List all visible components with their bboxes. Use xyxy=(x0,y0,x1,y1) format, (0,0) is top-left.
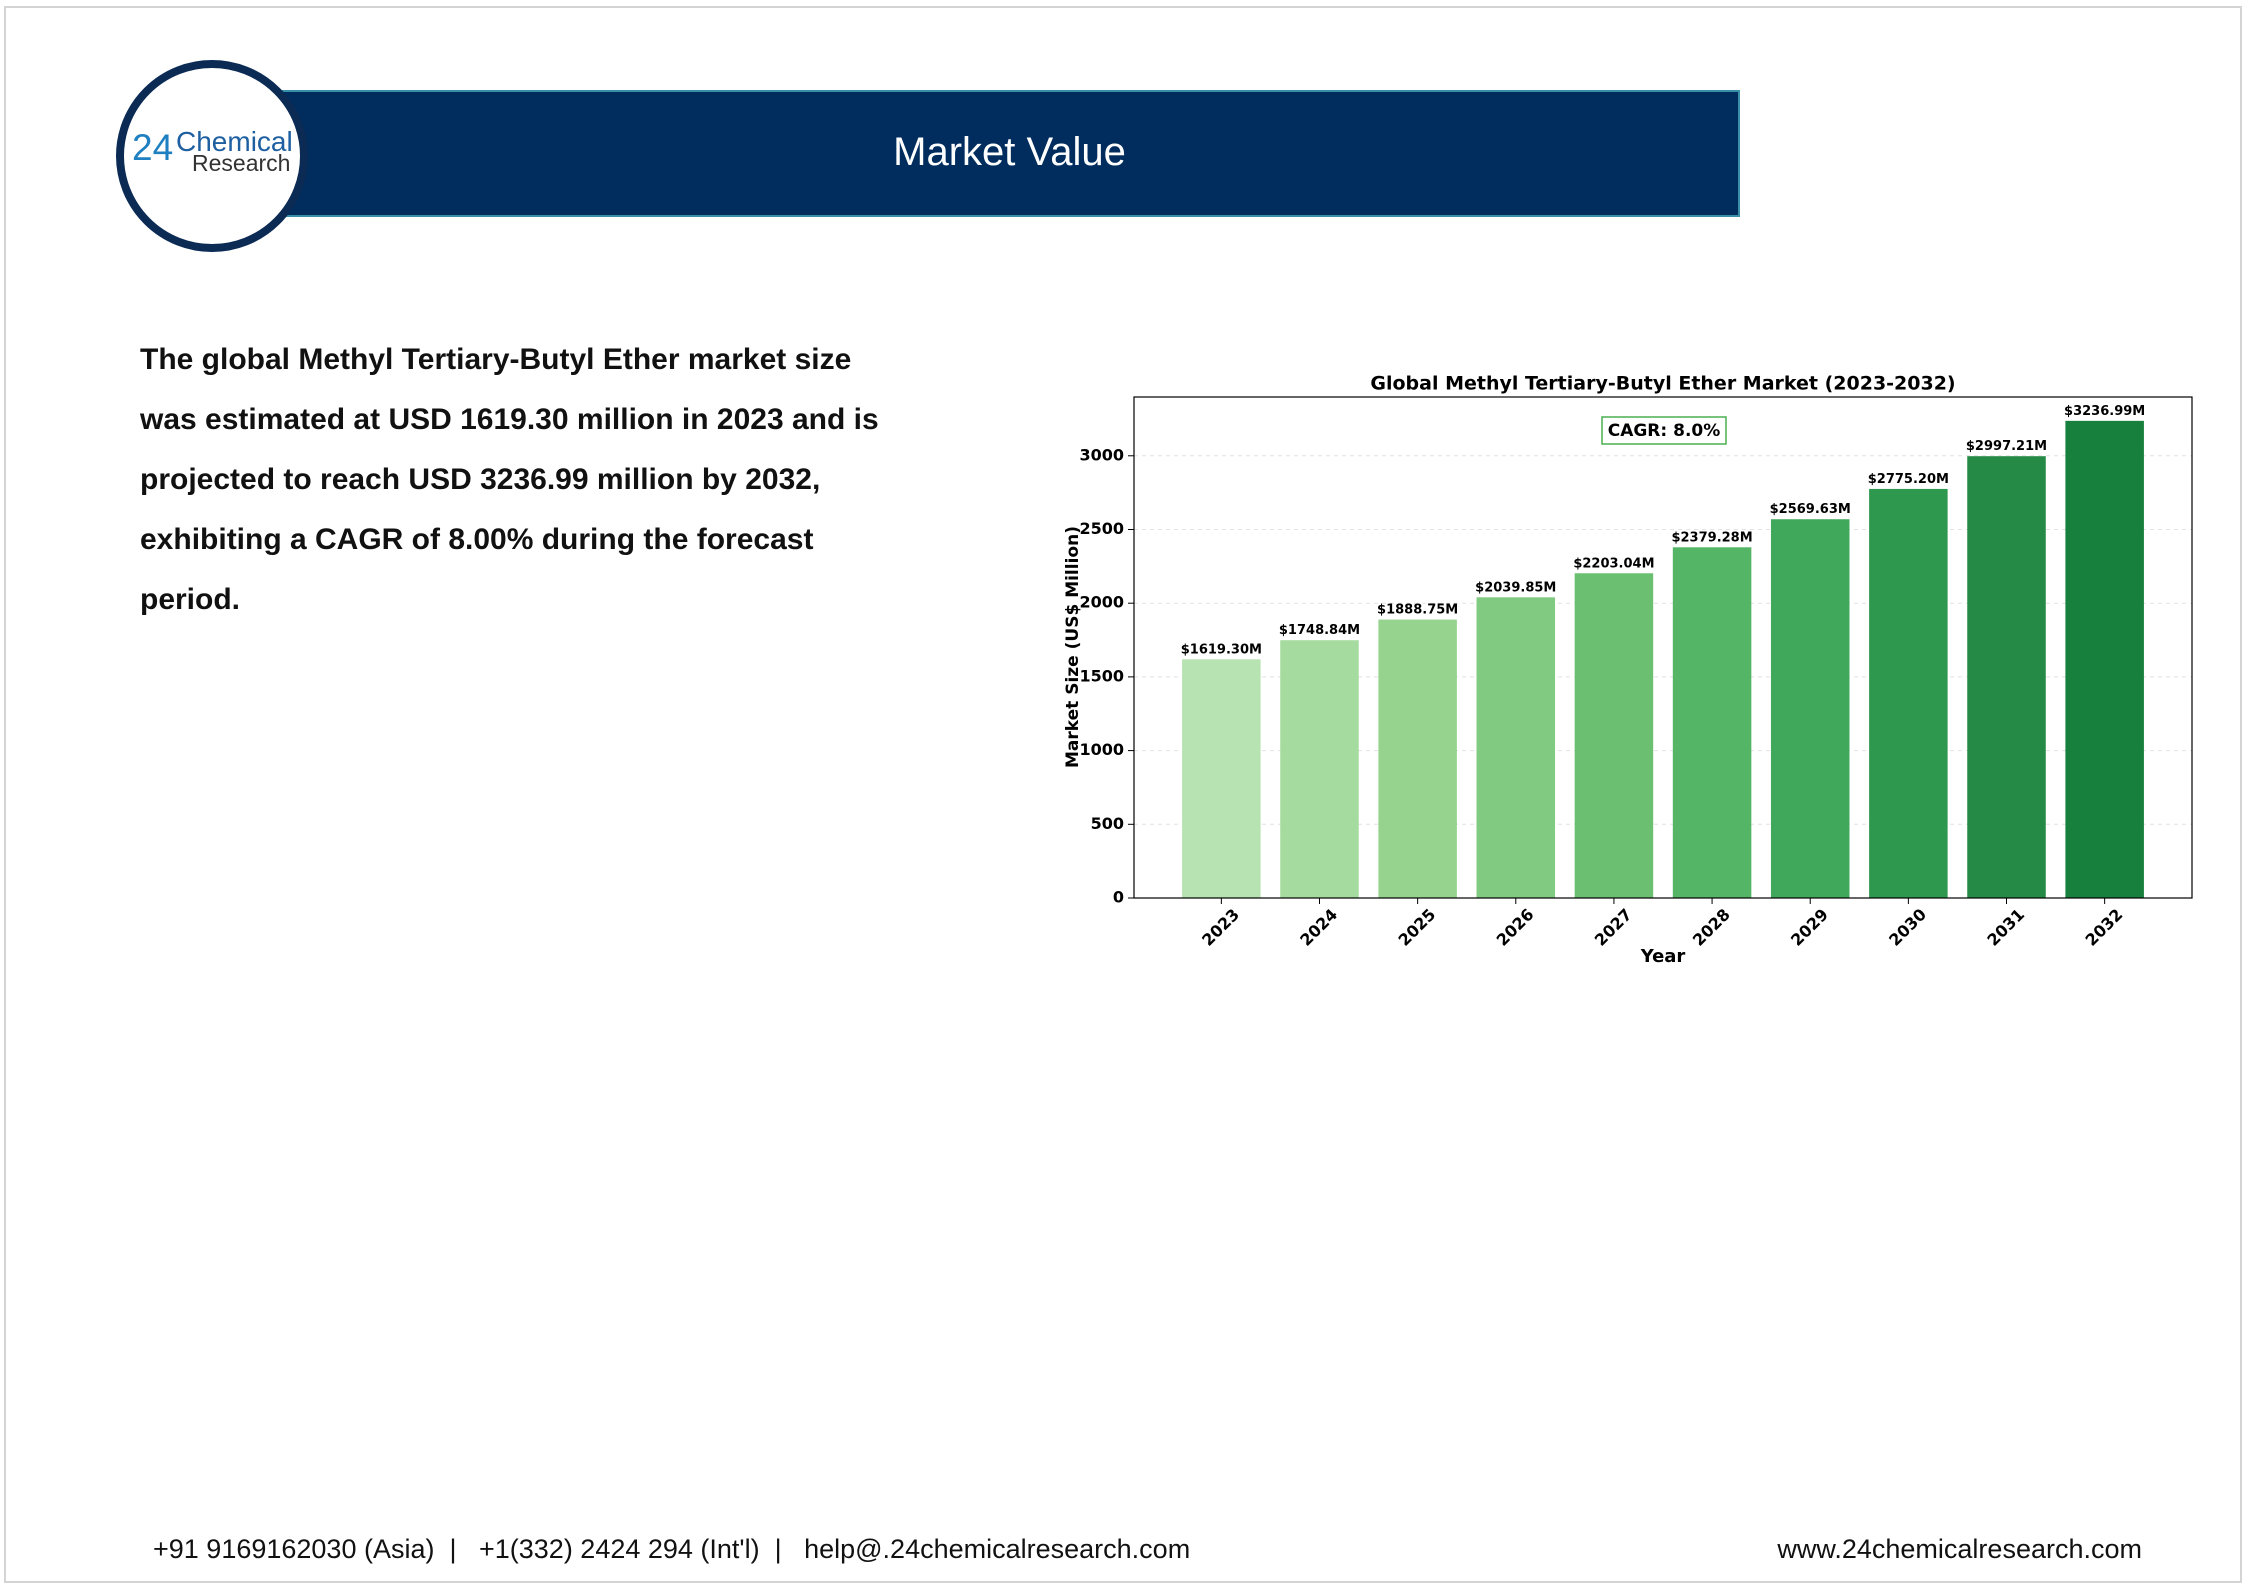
annotation: CAGR: 8.0% xyxy=(1608,421,1721,441)
x-tick-label: 2028 xyxy=(1689,905,1734,950)
y-tick-label: 0 xyxy=(1113,888,1124,907)
value-label: $1619.30M xyxy=(1181,642,1262,657)
header-title: Market Value xyxy=(893,130,1126,174)
value-label: $1888.75M xyxy=(1377,603,1458,618)
x-tick-label: 2026 xyxy=(1493,905,1538,950)
x-axis-label: Year xyxy=(1640,946,1686,967)
header-banner xyxy=(279,90,1740,217)
chart-title: Global Methyl Tertiary-Butyl Ether Marke… xyxy=(1370,373,1955,395)
x-tick-label: 2032 xyxy=(2081,905,2126,950)
page-frame xyxy=(4,6,2242,1583)
y-tick-label: 3000 xyxy=(1079,445,1124,464)
bar xyxy=(1672,547,1752,898)
value-label: $2379.28M xyxy=(1671,530,1752,545)
y-axis-label: Market Size (US$ Million) xyxy=(1063,526,1083,768)
value-label: $3236.99M xyxy=(2064,404,2145,419)
logo-sub: Research xyxy=(192,150,291,176)
y-tick-label: 2000 xyxy=(1079,593,1124,612)
logo-number: 24 xyxy=(132,127,174,168)
x-tick-label: 2029 xyxy=(1787,905,1832,950)
bar xyxy=(2065,420,2144,898)
y-tick-label: 1500 xyxy=(1079,666,1124,685)
bar xyxy=(1574,573,1654,898)
x-tick-label: 2027 xyxy=(1591,905,1636,950)
x-tick-label: 2031 xyxy=(1983,905,2028,950)
value-label: $2775.20M xyxy=(1868,472,1949,487)
y-tick-label: 1000 xyxy=(1079,740,1124,759)
plot-frame xyxy=(1133,396,2193,899)
value-label: $2203.04M xyxy=(1573,556,1654,571)
bar xyxy=(1476,597,1556,898)
bar xyxy=(1182,659,1261,898)
y-tick-label: 2500 xyxy=(1079,519,1124,538)
x-tick-label: 2030 xyxy=(1885,905,1930,950)
bar xyxy=(1378,619,1457,898)
y-tick-label: 500 xyxy=(1091,814,1124,833)
logo xyxy=(116,60,308,252)
bar xyxy=(1967,456,2046,898)
x-tick-label: 2023 xyxy=(1198,905,1243,950)
value-label: $1748.84M xyxy=(1279,623,1360,638)
bar xyxy=(1869,488,1948,898)
value-label: $2569.63M xyxy=(1770,502,1851,517)
value-label: $2039.85M xyxy=(1475,580,1556,595)
value-label: $2997.21M xyxy=(1966,439,2047,454)
summary-paragraph: The global Methyl Tertiary-Butyl Ether m… xyxy=(140,343,879,616)
x-tick-label: 2025 xyxy=(1394,905,1439,950)
footer-contact: +91 9169162030 (Asia) | +1(332) 2424 294… xyxy=(153,1534,1191,1564)
x-tick-label: 2024 xyxy=(1296,905,1341,950)
annotation-box xyxy=(1601,416,1727,445)
logo-name: Chemical xyxy=(176,126,293,157)
bar xyxy=(1280,640,1359,898)
bar xyxy=(1770,519,1850,898)
footer-website: www.24chemicalresearch.com xyxy=(1777,1534,2142,1564)
